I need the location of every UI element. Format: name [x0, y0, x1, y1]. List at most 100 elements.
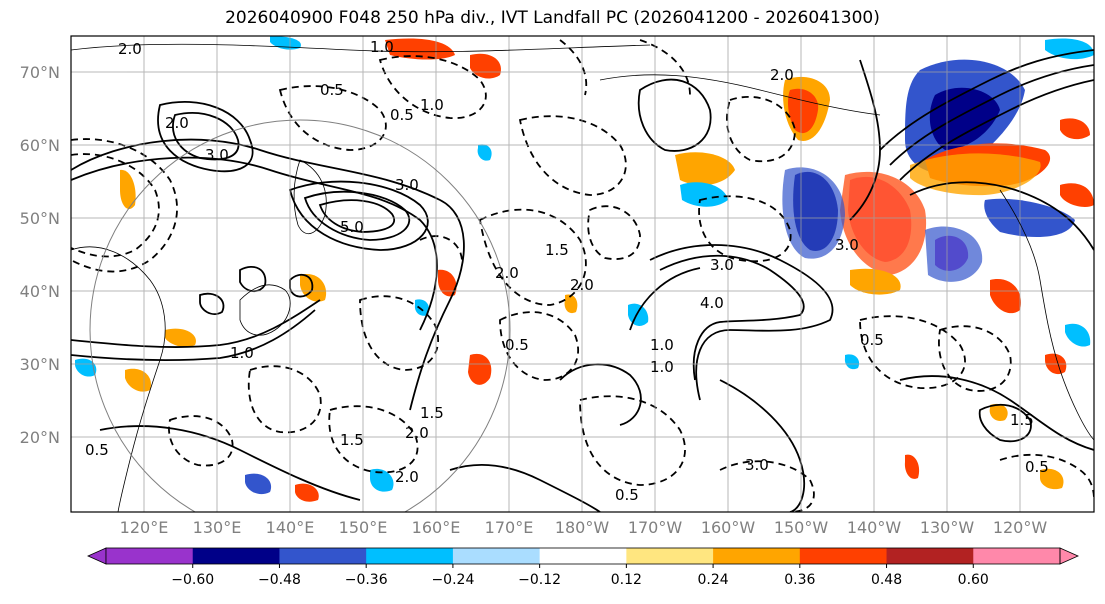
contour-dashed: [168, 415, 234, 467]
convergence-blue-patch: [414, 299, 430, 316]
colorbar-tick-label: 0.60: [958, 572, 989, 588]
map-field: 2.0 1.0 0.5 3.0 2.0 5.0 3.0 1.0 0.5 2.0 …: [71, 36, 1094, 512]
contour-solid: [157, 101, 254, 173]
lat-label: 60°N: [20, 136, 60, 155]
shading-layer: [75, 36, 1094, 502]
contour-dashed: [559, 39, 588, 96]
colorbar-band: [626, 548, 714, 564]
divergence-orange-patch: [1040, 468, 1064, 490]
colorbar-tick-label: 0.12: [611, 572, 642, 588]
contour-dashed: [328, 405, 419, 474]
lon-label: 130°W: [920, 518, 975, 537]
contour-label: 1.0: [420, 96, 444, 114]
divergence-orange-patch: [675, 152, 735, 186]
colorbar-tick-label: 0.48: [871, 572, 902, 588]
colorbar-band: [799, 548, 888, 564]
divergence-red-patch: [904, 454, 920, 479]
coastline-arctic: [71, 43, 651, 53]
contour-dashed: [419, 235, 463, 261]
contour-dashed: [71, 138, 178, 273]
lat-label: 30°N: [20, 355, 60, 374]
globe-outline: [89, 119, 511, 512]
colorbar-under-triangle: [87, 547, 107, 565]
contour-solid: [71, 309, 316, 362]
contour-label: 2.0: [495, 264, 519, 282]
contour-dashed: [71, 153, 160, 258]
contour-label: 2.0: [405, 424, 429, 442]
lon-label: 150°W: [774, 518, 829, 537]
contour-layer: [71, 39, 1094, 512]
divergence-orange-patch: [990, 279, 1021, 314]
contour-solid: [449, 463, 601, 512]
contour-label: 2.0: [770, 66, 794, 84]
contour-label: 3.0: [205, 146, 229, 164]
divergence-orange-patch: [989, 403, 1008, 421]
lon-label: 160°W: [701, 518, 756, 537]
contour-label: 3.0: [745, 456, 769, 474]
convergence-blue-patch: [270, 36, 301, 50]
contour-dashed: [639, 39, 691, 96]
contour-label: 2.0: [165, 114, 189, 132]
lon-label: 120°E: [120, 518, 169, 537]
lat-label: 50°N: [20, 209, 60, 228]
colorbar-tick-label: −0.12: [518, 572, 561, 588]
contour-label: 1.5: [1010, 411, 1034, 429]
contour-label: 4.0: [700, 294, 724, 312]
divergence-orange-patch: [850, 268, 901, 295]
lat-label: 20°N: [20, 428, 60, 447]
divergence-red-patch: [840, 171, 927, 275]
coastline-asia: [71, 246, 166, 512]
divergence-red-patch: [468, 353, 492, 385]
divergence-orange-patch: [120, 169, 136, 210]
lon-label: 170°W: [628, 518, 683, 537]
map-title: 2026040900 F048 250 hPa div., IVT Landfa…: [225, 8, 880, 28]
contour-solid: [318, 199, 395, 233]
convergence-blue-patch: [1065, 323, 1091, 347]
convergence-blue-patch: [1045, 38, 1094, 60]
lat-label: 70°N: [20, 63, 60, 82]
divergence-red-patch: [295, 483, 319, 502]
coastline-north-america: [999, 189, 1094, 441]
contour-solid: [899, 79, 1094, 181]
contour-label: 2.0: [395, 468, 419, 486]
contour-label: 5.0: [340, 218, 364, 236]
colorbar-tick-label: −0.24: [431, 572, 474, 588]
contour-dashed: [247, 365, 322, 434]
colorbar-tick-label: 0.24: [698, 572, 729, 588]
graticule: [71, 36, 1094, 512]
contour-label: 1.5: [340, 431, 364, 449]
contour-label: 2.0: [118, 40, 142, 58]
contour-dashed: [938, 325, 1012, 392]
divergence-red-patch: [787, 88, 819, 134]
contour-solid: [629, 267, 701, 331]
contour-solid: [649, 244, 834, 401]
contour-label: 0.5: [390, 106, 414, 124]
contour-label: 0.5: [1025, 458, 1049, 476]
contour-solid: [909, 181, 1094, 251]
divergence-orange-patch: [165, 328, 196, 348]
contour-dashed: [859, 315, 966, 389]
colorbar-band: [192, 548, 280, 564]
contour-label: 2.0: [570, 276, 594, 294]
colorbar-frame: [105, 547, 1061, 565]
plot-frame: [70, 35, 1095, 513]
contour-label: 1.0: [370, 38, 394, 56]
contour-label: 1.5: [420, 404, 444, 422]
lon-label: 170°E: [485, 518, 534, 537]
convergence-blue-patch: [782, 167, 845, 259]
coastline-japan: [239, 284, 291, 336]
contour-label: 0.5: [320, 81, 344, 99]
contour-label: 0.5: [85, 441, 109, 459]
contour-dashed: [726, 95, 796, 163]
latitude-labels: 70°N 60°N 50°N 40°N 30°N 20°N: [20, 63, 60, 447]
contour-label: 1.0: [650, 336, 674, 354]
convergence-blue-patch: [680, 182, 728, 207]
colorbar: −0.60 −0.48 −0.36 −0.24 −0.12 0.12 0.24 0.36 0.4…: [87, 547, 1079, 588]
contour-label: 1.0: [230, 344, 254, 362]
convergence-blue-patch: [370, 468, 394, 492]
contour-dashed: [587, 205, 641, 260]
convergence-blue-patch: [477, 144, 492, 161]
divergence-orange-patch: [438, 269, 457, 297]
contour-solid: [71, 156, 438, 331]
